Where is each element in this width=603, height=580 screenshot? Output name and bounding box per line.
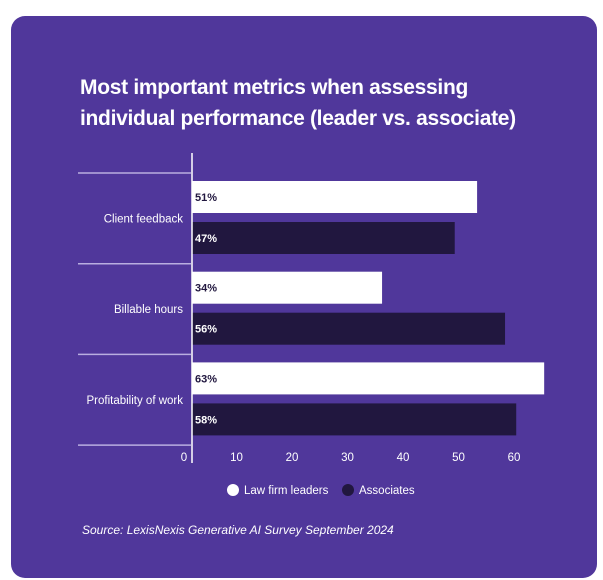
title-line-2: individual performance (leader vs. assoc… xyxy=(80,107,516,130)
x-tick-label: 0 xyxy=(181,452,187,464)
x-tick-label: 20 xyxy=(286,452,299,464)
x-tick-label: 10 xyxy=(230,452,243,464)
data-label: 56% xyxy=(195,324,217,336)
legend-label: Associates xyxy=(359,485,415,497)
bar-associates xyxy=(192,403,517,436)
legend-marker-leaders xyxy=(227,484,239,496)
data-label: 51% xyxy=(195,192,217,204)
x-tick-label: 30 xyxy=(341,452,354,464)
bar-associates xyxy=(192,222,455,254)
bar-associates xyxy=(192,312,506,345)
category-label: Profitability of work xyxy=(86,395,183,407)
source-note: Source: LexisNexis Generative AI Survey … xyxy=(82,523,394,537)
chart-title: Most important metrics when assessing in… xyxy=(80,72,516,134)
legend-label: Law firm leaders xyxy=(244,485,329,497)
bar-leaders xyxy=(192,181,478,213)
x-tick-label: 60 xyxy=(508,452,521,464)
x-tick-label: 50 xyxy=(452,452,465,464)
x-tick-label: 40 xyxy=(397,452,410,464)
bar-leaders xyxy=(192,271,383,304)
data-label: 58% xyxy=(195,414,217,426)
legend-marker-associates xyxy=(342,484,354,496)
data-label: 34% xyxy=(195,283,217,295)
category-label: Client feedback xyxy=(104,213,184,225)
title-line-1: Most important metrics when assessing xyxy=(80,76,469,99)
data-label: 63% xyxy=(195,373,217,385)
category-label: Billable hours xyxy=(114,304,183,316)
bar-leaders xyxy=(192,362,545,395)
data-label: 47% xyxy=(195,233,217,245)
